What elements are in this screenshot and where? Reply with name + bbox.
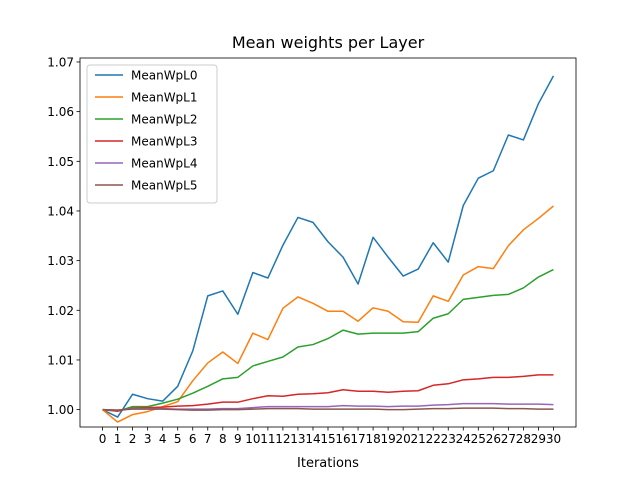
- x-tick-label: 28: [516, 432, 531, 446]
- series-line-MeanWpL1: [102, 205, 554, 423]
- x-tick-label: 8: [219, 432, 227, 446]
- x-tick-label: 14: [305, 432, 320, 446]
- x-tick-label: 6: [189, 432, 197, 446]
- legend-label: MeanWpL5: [131, 179, 198, 193]
- x-tick-label: 24: [456, 432, 471, 446]
- series-line-MeanWpL2: [102, 268, 554, 412]
- x-tick-label: 11: [260, 432, 275, 446]
- y-tick-label: 1.04: [47, 204, 74, 218]
- x-tick-label: 12: [275, 432, 290, 446]
- x-tick-label: 0: [99, 432, 107, 446]
- chart-title: Mean weights per Layer: [232, 33, 425, 52]
- x-tick-label: 3: [144, 432, 152, 446]
- x-tick-label: 2: [129, 432, 137, 446]
- x-tick-label: 1: [114, 432, 122, 446]
- x-tick-label: 17: [350, 432, 365, 446]
- x-tick-label: 7: [204, 432, 212, 446]
- x-tick-label: 9: [234, 432, 242, 446]
- x-tick-label: 20: [396, 432, 411, 446]
- x-tick-label: 27: [501, 432, 516, 446]
- series-line-MeanWpL3: [102, 374, 554, 412]
- x-tick-label: 5: [174, 432, 182, 446]
- legend-box: [86, 64, 218, 204]
- x-tick-label: 25: [471, 432, 486, 446]
- legend: MeanWpL0 MeanWpL1 MeanWpL2 MeanWpL3 MeanWpL4…: [86, 64, 218, 204]
- series-line-MeanWpL0: [102, 75, 555, 418]
- y-tick-label: 1.02: [47, 304, 74, 318]
- y-tick-label: 1.05: [47, 155, 74, 169]
- x-tick-label: 16: [335, 432, 350, 446]
- legend-label: MeanWpL3: [131, 135, 198, 149]
- x-tick-label: 26: [486, 432, 501, 446]
- y-tick-label: 1.00: [47, 403, 74, 417]
- x-tick-label: 22: [426, 432, 441, 446]
- x-tick-label: 23: [441, 432, 456, 446]
- legend-label: MeanWpL0: [131, 69, 198, 83]
- y-tick-label: 1.06: [47, 105, 74, 119]
- x-tick-label: 18: [365, 432, 380, 446]
- x-tick-label: 30: [546, 432, 561, 446]
- series-line-MeanWpL5: [102, 407, 554, 411]
- x-tick-label: 19: [380, 432, 395, 446]
- x-tick-label: 13: [290, 432, 305, 446]
- x-tick-label: 4: [159, 432, 167, 446]
- x-tick-label: 21: [411, 432, 426, 446]
- y-tick-label: 1.07: [47, 55, 74, 69]
- legend-label: MeanWpL4: [131, 157, 198, 171]
- y-tick-label: 1.01: [47, 353, 74, 367]
- x-tick-label: 29: [531, 432, 546, 446]
- legend-label: MeanWpL2: [131, 113, 198, 127]
- legend-label: MeanWpL1: [131, 91, 198, 105]
- x-tick-label: 10: [245, 432, 260, 446]
- plot-area: 0 1 2 3 4 5 6 7 8 9 10 11 12 13 14 15 16 17 18 19 20 21 22 23 24…: [47, 55, 577, 446]
- x-tick-label: 15: [320, 432, 335, 446]
- x-axis-label: Iterations: [297, 456, 359, 471]
- y-tick-label: 1.03: [47, 254, 74, 268]
